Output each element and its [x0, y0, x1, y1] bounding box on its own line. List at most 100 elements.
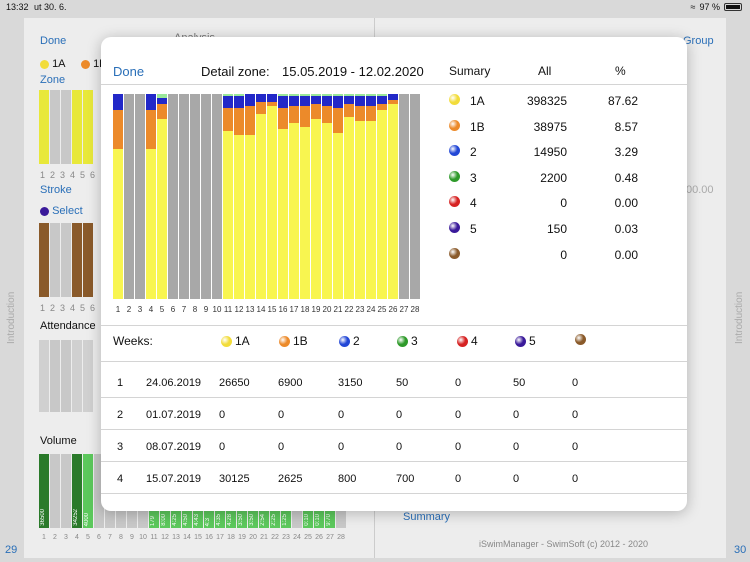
bg-volume-tick: 26 [315, 534, 323, 541]
week-row[interactable]: 1 24.06.2019 26650 6900 3150 50 0 50 0 [113, 367, 683, 399]
zone-ball-icon [449, 119, 460, 131]
battery-icon [724, 3, 742, 11]
chart-bar-24[interactable] [366, 94, 376, 299]
chart-bar-26[interactable] [388, 94, 398, 299]
chart-segment-2-23 [355, 96, 365, 107]
summary-row[interactable]: 2 14950 3.29 [449, 142, 649, 164]
chart-segment-2-25 [377, 96, 387, 105]
right-introduction-label[interactable]: Introduction [734, 291, 745, 344]
left-introduction-label[interactable]: Introduction [6, 291, 17, 344]
week-row[interactable]: 4 15.07.2019 30125 2625 800 700 0 0 0 [113, 463, 683, 495]
bg-volume-tick: 17 [216, 534, 224, 541]
chart-bar-11[interactable] [223, 94, 233, 299]
chart-bar-19[interactable] [311, 94, 321, 299]
bg-chip-1a[interactable]: 1A [40, 58, 66, 70]
bg-done-button[interactable]: Done [40, 35, 67, 47]
bg-volume-value: 179 [150, 515, 156, 526]
week-row[interactable]: 2 01.07.2019 0 0 0 0 0 0 0 [113, 399, 683, 431]
chart-bar-2[interactable] [124, 94, 134, 299]
weeks-header-zone-2: 2 [339, 334, 360, 348]
chart-bar-22[interactable] [344, 94, 354, 299]
week-value: 0 [338, 441, 345, 453]
chart-bar-23[interactable] [355, 94, 365, 299]
chart-segment-3-5 [157, 94, 167, 99]
week-value: 0 [338, 409, 345, 421]
chart-segment-1B-19 [311, 104, 321, 119]
weeks-header-zone-3: 3 [397, 334, 418, 348]
bg-volume-tick: 21 [260, 534, 268, 541]
chart-segment-2-18 [300, 96, 310, 107]
zone-ball-icon [449, 170, 460, 182]
chart-bar-13[interactable] [245, 94, 255, 299]
chart-x-tick-3: 3 [137, 305, 143, 314]
chart-bar-7[interactable] [179, 94, 189, 299]
summary-row[interactable]: 0 0.00 [449, 245, 649, 267]
weeks-header-label: 5 [529, 334, 536, 348]
summary-all-value: 398325 [526, 94, 567, 108]
bg-summary-button[interactable]: Summary [403, 511, 451, 523]
chart-segment-3-16 [278, 94, 288, 97]
chart-bar-12[interactable] [234, 94, 244, 299]
chart-x-tick-22: 22 [344, 305, 354, 314]
chart-bar-16[interactable] [278, 94, 288, 299]
summary-row[interactable]: 1B 38975 8.57 [449, 117, 649, 139]
week-row[interactable]: 3 08.07.2019 0 0 0 0 0 0 0 [113, 431, 683, 463]
bg-select-button[interactable]: Select [40, 205, 83, 217]
chart-bar-27[interactable] [399, 94, 409, 299]
bg-volume-value: 2:25 [271, 514, 277, 526]
bg-volume-value: 4:35 [216, 514, 222, 526]
chart-x-tick-16: 16 [278, 305, 288, 314]
summary-row[interactable]: 3 2200 0.48 [449, 168, 649, 190]
bg-volume-value: 4:25 [172, 514, 178, 526]
chart-segment-2-15 [267, 94, 277, 103]
bg-stroke-label[interactable]: Stroke [40, 184, 72, 196]
bg-select-label: Select [52, 205, 83, 217]
chart-segment-3-22 [344, 94, 354, 97]
week-row-divider [101, 493, 687, 494]
chart-bar-9[interactable] [201, 94, 211, 299]
chart-bar-3[interactable] [135, 94, 145, 299]
zone-stacked-bar-chart [113, 94, 420, 299]
chart-bar-14[interactable] [256, 94, 266, 299]
summary-row[interactable]: 1A 398325 87.62 [449, 91, 649, 113]
bg-volume-bar: 4000 [83, 454, 93, 528]
chart-bar-5[interactable] [157, 94, 167, 299]
chart-bar-8[interactable] [190, 94, 200, 299]
chart-bar-10[interactable] [212, 94, 222, 299]
chart-bar-15[interactable] [267, 94, 277, 299]
chart-bar-21[interactable] [333, 94, 343, 299]
modal-done-button[interactable]: Done [113, 64, 145, 79]
chart-segment-3-19 [311, 94, 321, 97]
week-row-divider [101, 397, 687, 398]
chart-bar-4[interactable] [146, 94, 156, 299]
chart-bar-6[interactable] [168, 94, 178, 299]
weeks-header-zone-1A: 1A [221, 334, 250, 348]
summary-all-value: 38975 [533, 119, 567, 134]
bg-volume-tick: 22 [271, 534, 279, 541]
bg-group-button[interactable]: Group [683, 35, 714, 47]
weeks-header-zone-other [575, 334, 589, 345]
week-value: 0 [278, 409, 285, 421]
bg-zone-label[interactable]: Zone [40, 74, 66, 86]
chart-bar-28[interactable] [410, 94, 420, 299]
week-value: 0 [513, 441, 520, 453]
bg-volume-tick: 8 [119, 534, 123, 541]
bg-volume-tick: 14 [183, 534, 191, 541]
summary-zone-name: 3 [470, 170, 477, 185]
summary-row[interactable]: 4 0 0.00 [449, 193, 649, 215]
percent-header: % [615, 64, 626, 78]
week-number: 1 [117, 377, 124, 389]
chart-bar-25[interactable] [377, 94, 387, 299]
chart-bar-17[interactable] [289, 94, 299, 299]
bg-zone-ticks: 1 2 3 4 5 6 [40, 170, 96, 180]
week-value: 0 [513, 409, 520, 421]
chart-x-tick-12: 12 [234, 305, 244, 314]
chart-bar-18[interactable] [300, 94, 310, 299]
left-page-number: 29 [5, 544, 18, 556]
chart-bar-1[interactable] [113, 94, 123, 299]
chart-segment-3-20 [322, 94, 332, 97]
summary-row[interactable]: 5 150 0.03 [449, 219, 649, 241]
summary-percent-value: 0.00 [614, 247, 638, 262]
chart-x-tick-14: 14 [256, 305, 266, 314]
chart-bar-20[interactable] [322, 94, 332, 299]
